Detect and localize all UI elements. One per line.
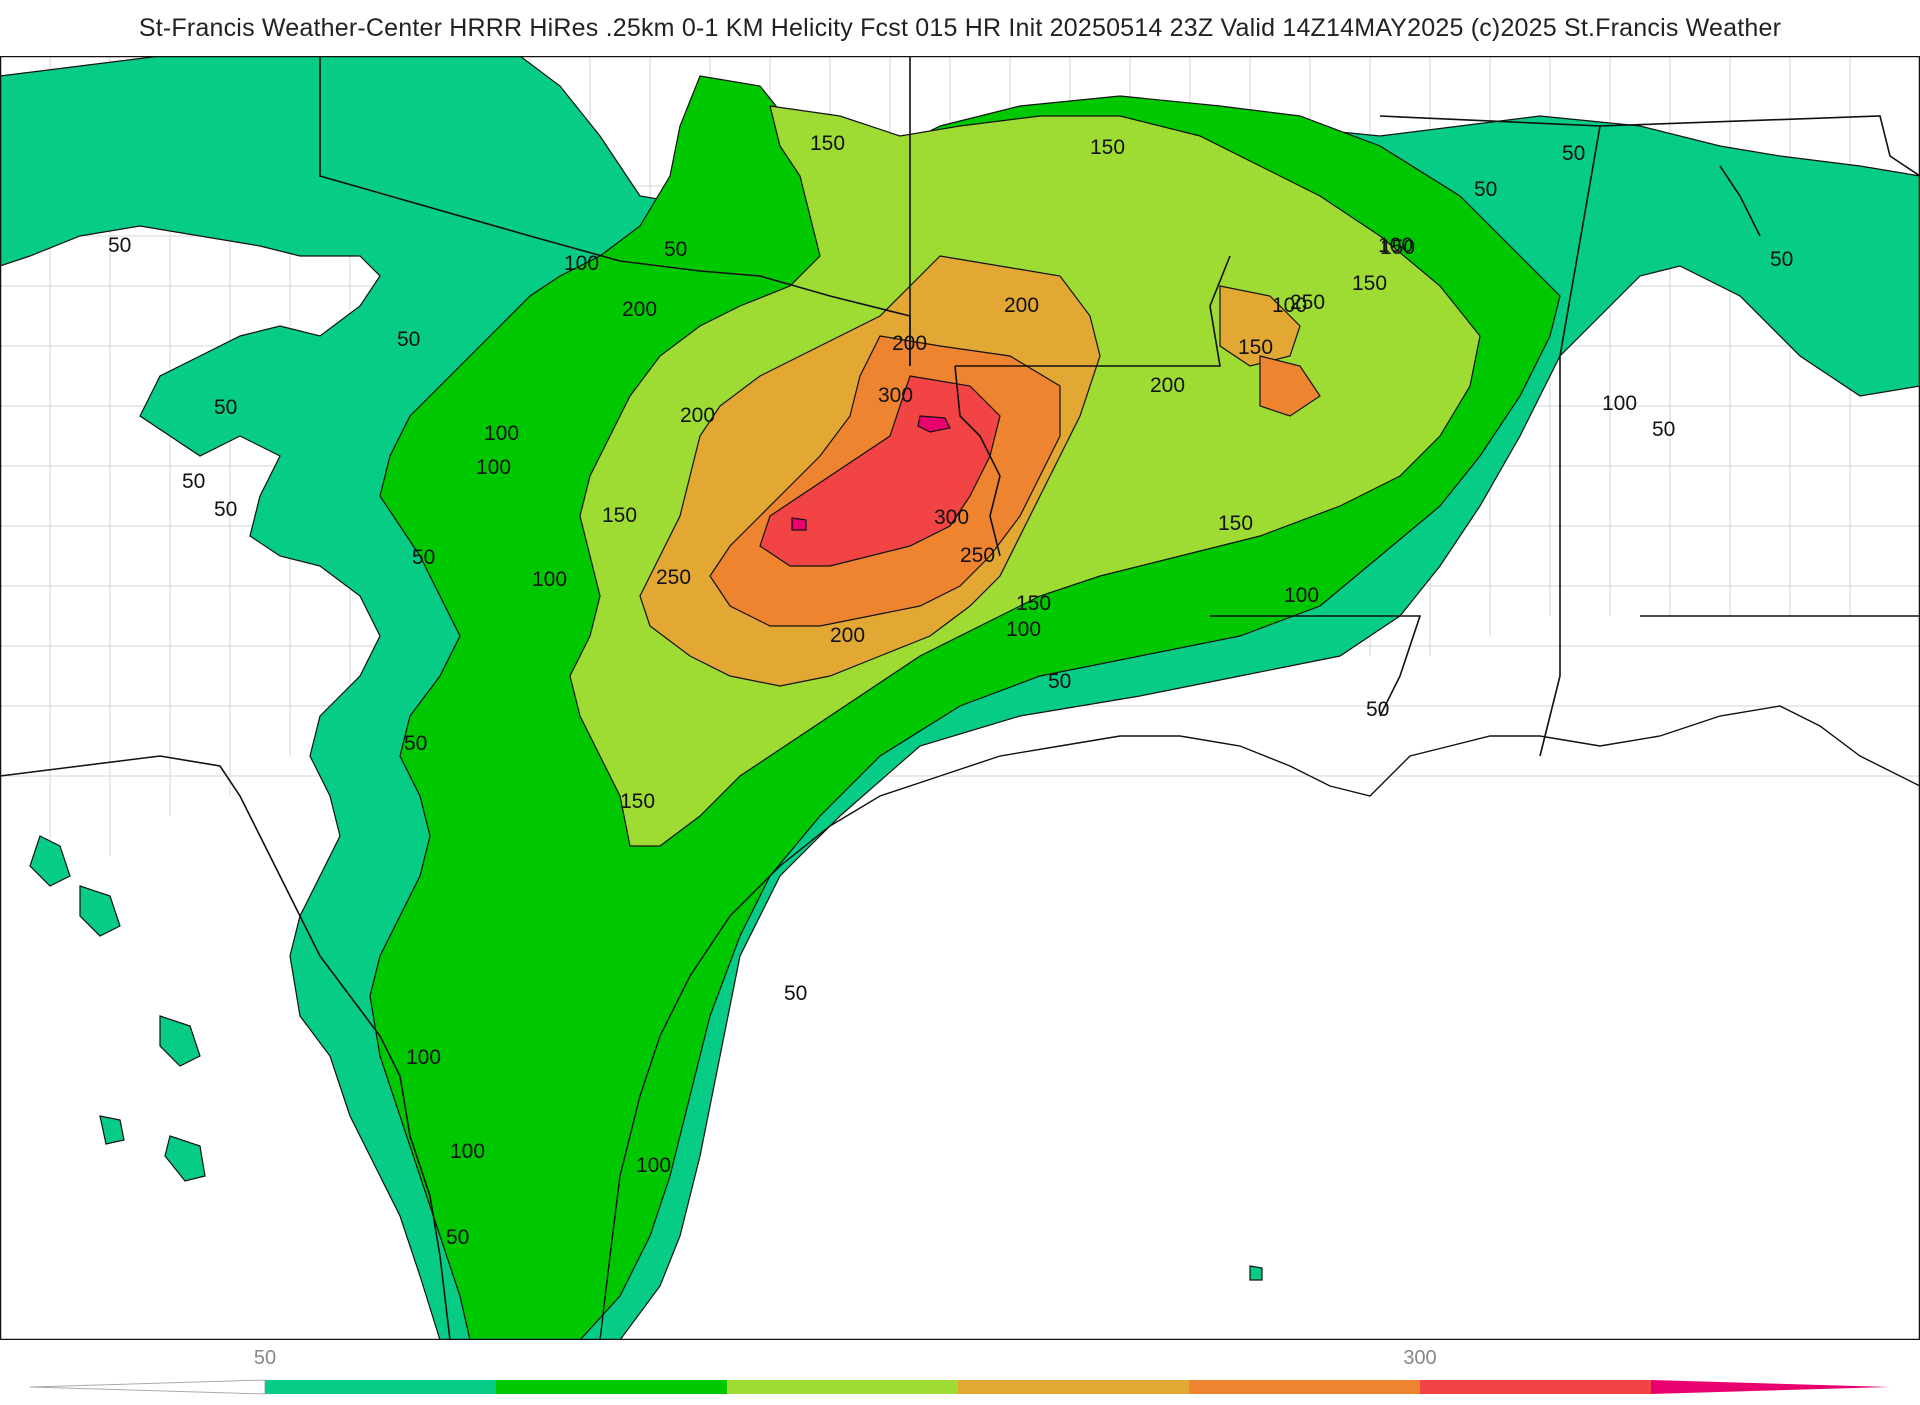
contour-label: 150 — [1016, 592, 1051, 615]
contour-label: 250 — [656, 566, 691, 589]
colorbar-low-arrow — [29, 1379, 266, 1395]
contour-label: 300 — [878, 384, 913, 407]
helicity-band-350 — [791, 415, 951, 531]
contour-label: 150 — [620, 790, 655, 813]
contour-label: 200 — [892, 332, 927, 355]
contour-label: 100 — [636, 1154, 671, 1177]
contour-label: 100 — [1284, 584, 1319, 607]
contour-label: 50 — [412, 546, 435, 569]
contour-label: 250 — [1290, 291, 1325, 314]
contour-label: 100 — [406, 1046, 441, 1069]
contour-label: 150 — [1352, 272, 1387, 295]
colorbar-segment-50 — [265, 1380, 496, 1394]
state-borders — [0, 56, 1920, 1340]
colorbar-segment-250 — [1189, 1380, 1420, 1394]
contour-label: 100 — [532, 568, 567, 591]
contour-label: 150 — [1380, 236, 1415, 259]
contour-label: 200 — [680, 404, 715, 427]
colorbar-tick-label: 300 — [1403, 1347, 1436, 1369]
colorbar-segment-200 — [958, 1380, 1189, 1394]
contour-label: 50 — [404, 732, 427, 755]
contour-label: 50 — [1562, 142, 1585, 165]
contour-label: 50 — [108, 234, 131, 257]
contour-label: 100 — [1602, 392, 1637, 415]
contour-label: 50 — [446, 1226, 469, 1249]
coastline — [599, 705, 1920, 1340]
colorbar-segment-100 — [496, 1380, 727, 1394]
contour-label: 100 — [564, 252, 599, 275]
contour-label: 50 — [397, 328, 420, 351]
contour-label: 50 — [214, 396, 237, 419]
contour-label: 100 — [450, 1140, 485, 1163]
contour-label: 150 — [1218, 512, 1253, 535]
contour-label: 50 — [214, 498, 237, 521]
contour-label: 300 — [934, 506, 969, 529]
contour-label: 200 — [622, 298, 657, 321]
contour-label: 50 — [784, 982, 807, 1005]
contour-label: 100 — [1378, 234, 1413, 257]
helicity-map: 150 150 50 50 50 100 150 200 200 50 50 1… — [0, 56, 1920, 1340]
contour-label: 200 — [1150, 374, 1185, 397]
contour-label: 100 — [1006, 618, 1041, 641]
contour-label: 100 — [1272, 294, 1307, 317]
contour-label: 150 — [810, 132, 845, 155]
contour-label: 50 — [1652, 418, 1675, 441]
contour-label: 100 — [476, 456, 511, 479]
colorbar-high-arrow — [1651, 1380, 1890, 1394]
contour-labels: 150 150 50 50 50 100 150 200 200 50 50 1… — [108, 132, 1793, 1249]
contour-label: 200 — [830, 624, 865, 647]
color-scale-bar: 50 300 — [0, 1340, 1920, 1400]
map-title: St-Francis Weather-Center HRRR HiRes .25… — [138, 14, 1782, 42]
contour-label: 50 — [1770, 248, 1793, 271]
colorbar-tick-label: 50 — [254, 1347, 276, 1369]
contour-label: 50 — [1474, 178, 1497, 201]
contour-label: 50 — [182, 470, 205, 493]
contour-label: 100 — [484, 422, 519, 445]
contour-label: 50 — [1366, 698, 1389, 721]
contour-label: 50 — [664, 238, 687, 261]
contour-label: 50 — [1048, 670, 1071, 693]
contour-label: 150 — [1090, 136, 1125, 159]
contour-label: 250 — [960, 544, 995, 567]
contour-label: 150 — [1238, 336, 1273, 359]
colorbar-segment-150 — [727, 1380, 958, 1394]
contour-label: 150 — [602, 504, 637, 527]
colorbar-segment-300 — [1420, 1380, 1651, 1394]
contour-label: 200 — [1004, 294, 1039, 317]
